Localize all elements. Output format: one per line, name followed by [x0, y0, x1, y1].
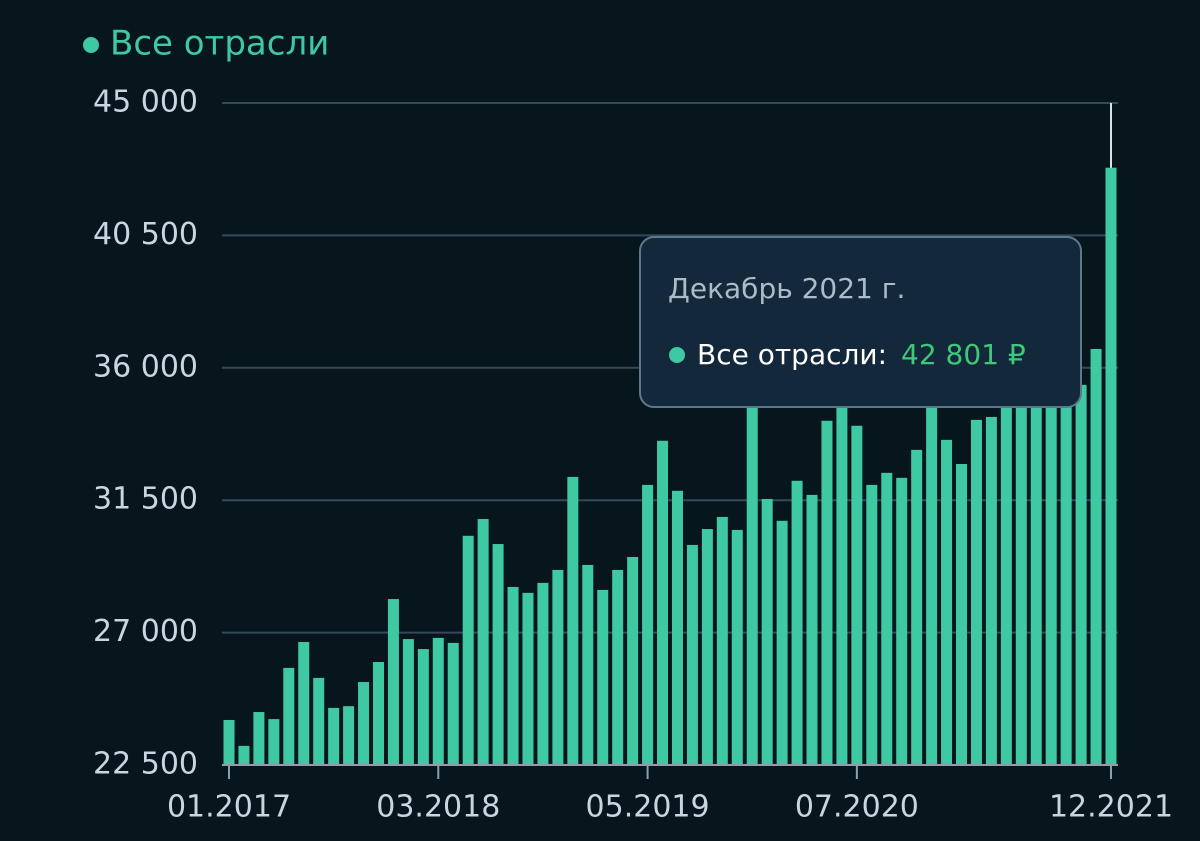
bar	[746, 397, 758, 765]
bar	[642, 484, 654, 765]
bar	[522, 592, 534, 765]
bar	[701, 529, 713, 765]
bar	[298, 642, 310, 765]
bar	[432, 637, 444, 765]
bar	[806, 494, 818, 765]
legend-dot	[83, 37, 99, 53]
bar	[791, 480, 803, 765]
bar	[1015, 403, 1027, 765]
bar	[657, 440, 669, 765]
bar	[387, 599, 399, 765]
bar	[896, 477, 908, 765]
bar	[1090, 348, 1102, 765]
bar	[866, 484, 878, 765]
bar	[477, 519, 489, 765]
bar	[926, 407, 938, 765]
bar	[283, 667, 295, 765]
bar	[731, 529, 743, 765]
x-tick-label: 07.2020	[795, 790, 919, 825]
bar	[582, 564, 594, 765]
y-tick-label: 40 500	[93, 217, 198, 252]
bar	[1105, 167, 1117, 765]
bar	[552, 569, 564, 765]
bar	[268, 719, 280, 765]
bar	[1000, 406, 1012, 765]
bar	[851, 425, 863, 765]
bar	[358, 682, 370, 765]
bar	[1075, 384, 1087, 765]
bar	[716, 516, 728, 765]
tooltip-box	[639, 236, 1082, 408]
bar	[462, 535, 474, 765]
bar	[402, 639, 414, 765]
bar	[761, 499, 773, 765]
bar	[372, 662, 384, 765]
bar	[328, 707, 340, 765]
y-tick-label: 27 000	[93, 614, 198, 649]
bar	[821, 420, 833, 765]
tooltip: Декабрь 2021 г. Все отрасли: 42 801 ₽	[639, 236, 1082, 408]
x-tick-label: 03.2018	[376, 790, 500, 825]
bar	[686, 544, 698, 765]
bar	[597, 589, 609, 765]
tooltip-label: Все отрасли:	[697, 338, 887, 371]
y-tick-label: 36 000	[93, 349, 198, 384]
bar	[836, 404, 848, 765]
bar	[671, 490, 683, 765]
bar	[537, 582, 549, 765]
bar	[911, 449, 923, 765]
bar	[567, 476, 579, 765]
bar	[970, 419, 982, 765]
bar	[881, 472, 893, 765]
bar	[343, 706, 355, 765]
bar	[776, 520, 788, 765]
bar	[507, 586, 519, 765]
bar	[223, 719, 235, 765]
bar	[1045, 403, 1057, 765]
tooltip-value: 42 801 ₽	[901, 338, 1026, 371]
tooltip-title: Декабрь 2021 г.	[668, 272, 905, 305]
legend-label: Все отрасли	[110, 24, 329, 64]
bar	[941, 439, 953, 765]
x-tick-label: 12.2021	[1049, 790, 1173, 825]
bar	[492, 544, 504, 765]
y-tick-label: 31 500	[93, 482, 198, 517]
bar	[253, 712, 265, 765]
bar	[627, 556, 639, 765]
bar	[447, 642, 459, 765]
y-tick-label: 22 500	[93, 747, 198, 782]
x-tick-label: 01.2017	[167, 790, 291, 825]
bar	[956, 464, 968, 765]
bar	[1030, 403, 1042, 765]
bar	[238, 745, 250, 765]
bar	[313, 677, 325, 765]
x-tick-label: 05.2019	[586, 790, 710, 825]
y-tick-label: 45 000	[93, 85, 198, 120]
bar	[612, 569, 624, 765]
bar	[1060, 403, 1072, 765]
tooltip-dot	[669, 347, 685, 363]
bar	[417, 649, 429, 765]
bar	[985, 416, 997, 765]
